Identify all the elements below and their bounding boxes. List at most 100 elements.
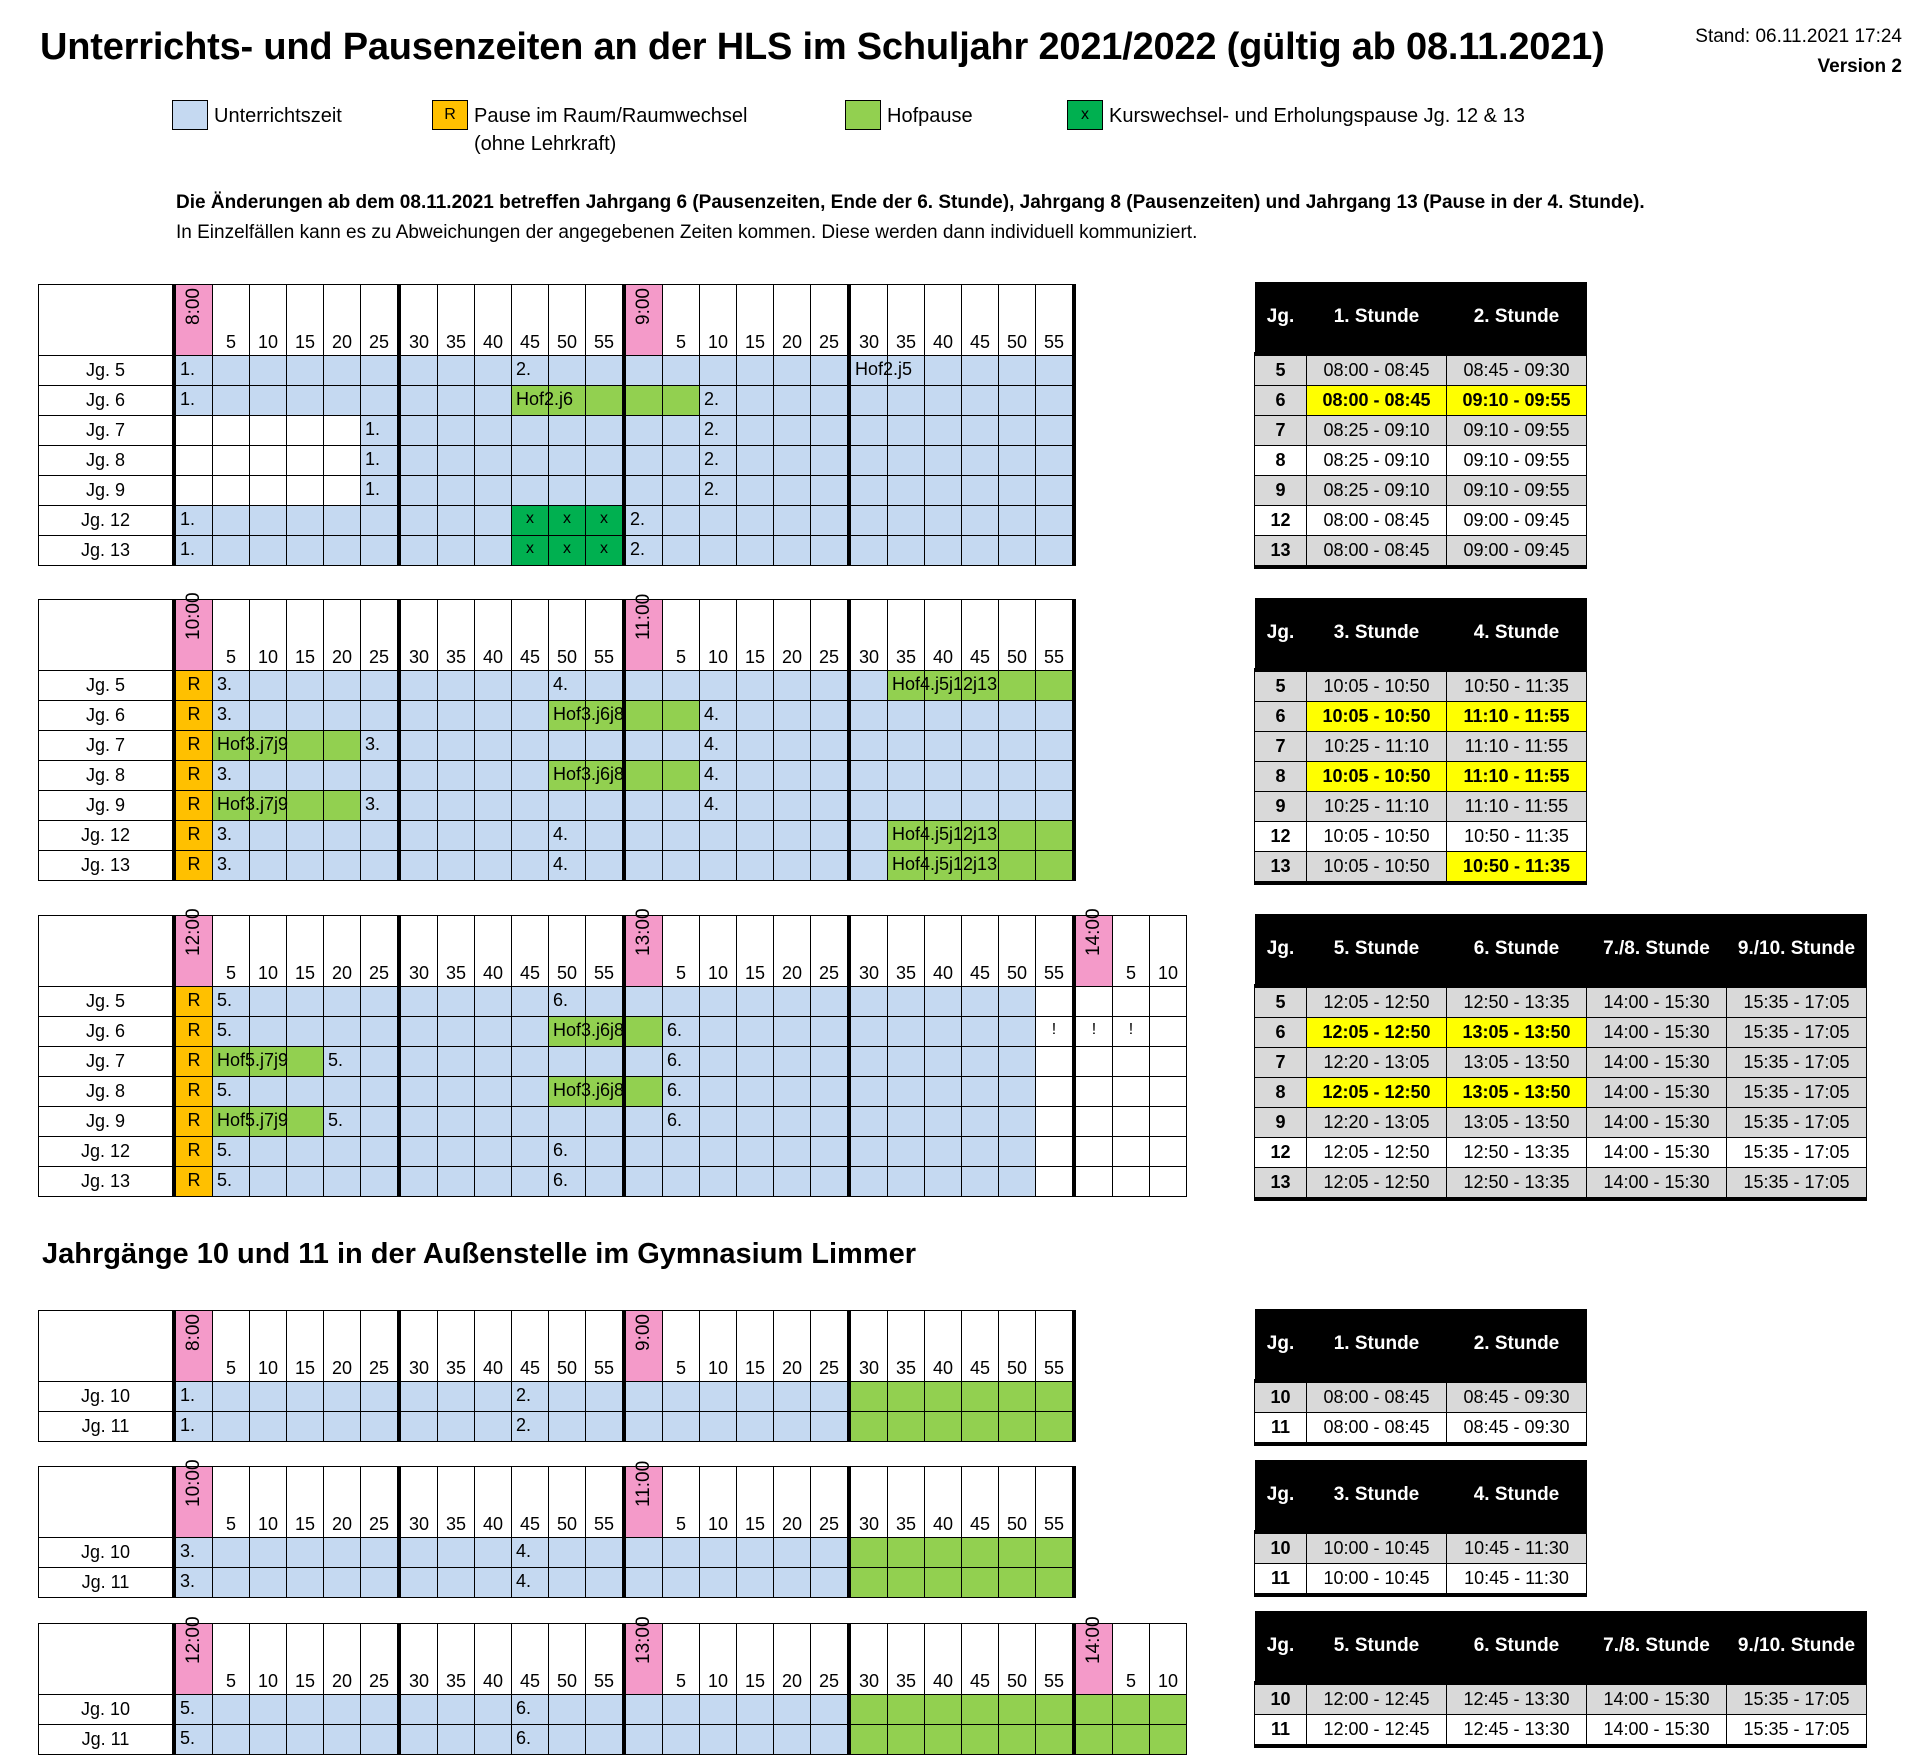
legend-label: Unterrichtszeit	[214, 105, 342, 127]
slot-mark: 1.	[180, 1385, 196, 1405]
time-slot	[437, 1136, 475, 1167]
time-slot	[474, 1567, 512, 1598]
lesson-time: 09:10 - 09:55	[1446, 415, 1587, 446]
lesson-time: 11:10 - 11:55	[1446, 761, 1587, 792]
time-table-row: 10 12:00 - 12:45 12:45 - 13:30 14:00 - 15:3…	[1254, 1681, 1867, 1715]
lesson-time: 14:00 - 15:30	[1586, 1047, 1727, 1078]
time-slot	[998, 475, 1036, 506]
minute-label: 15	[286, 284, 324, 356]
time-slot	[961, 850, 999, 881]
time-slot	[622, 1166, 663, 1197]
time-slot	[1072, 1166, 1113, 1197]
time-slot: 3.	[172, 1537, 213, 1568]
minute-label: 20	[773, 599, 811, 671]
time-slot	[323, 505, 361, 536]
time-slot	[323, 385, 361, 416]
schedule-grid: 10:00 5 10 15 20 25 30 35 40 45 50 55 11:00 5 10 15 20 25…	[38, 592, 1076, 881]
slot-mark: 1.	[180, 389, 196, 409]
slot-mark: 3.	[217, 854, 233, 874]
jahrgang-label: Jg. 11	[38, 1411, 175, 1442]
time-slot	[286, 700, 324, 731]
time-slot	[286, 730, 324, 761]
time-slot	[961, 1106, 999, 1137]
time-slot	[585, 475, 625, 506]
minute-label: 10	[249, 1466, 287, 1538]
time-slot	[474, 760, 512, 791]
grid-corner	[38, 1310, 175, 1382]
time-slot	[622, 1381, 663, 1412]
time-slot	[736, 1166, 774, 1197]
slot-mark: 1.	[180, 359, 196, 379]
time-slot	[474, 355, 512, 386]
time-slot	[847, 1046, 888, 1077]
time-slot	[961, 475, 999, 506]
time-slot: x	[585, 535, 625, 566]
time-slot	[1035, 445, 1076, 476]
time-slot: 2.	[511, 355, 549, 386]
grid-row: Jg. 11 3. 4.	[38, 1567, 1076, 1598]
time-slot	[847, 385, 888, 416]
time-slot	[212, 445, 250, 476]
lesson-time: 13:05 - 13:50	[1446, 1047, 1587, 1078]
minute-label: 55	[1035, 599, 1076, 671]
time-slot	[1112, 986, 1150, 1017]
grid-row: Jg. 8 1. 2.	[38, 445, 1076, 476]
time-slot	[662, 445, 700, 476]
slot-mark: 4.	[704, 704, 720, 724]
minute-label: 55	[1035, 915, 1075, 987]
time-slot	[511, 700, 549, 731]
time-slot: x	[548, 535, 586, 566]
time-slot	[397, 475, 438, 506]
time-slot	[249, 1694, 287, 1725]
time-slot	[847, 730, 888, 761]
minute-label: 35	[437, 1623, 475, 1695]
minute-label: 50	[998, 1310, 1036, 1382]
minute-label: 25	[810, 1310, 850, 1382]
lesson-time: 08:25 - 09:10	[1306, 415, 1447, 446]
jahrgang-number: 10	[1254, 1530, 1307, 1564]
grid-row: Jg. 12 R 5. 6.	[38, 1136, 1187, 1167]
time-slot	[1035, 670, 1076, 701]
time-slot	[360, 355, 400, 386]
time-slot	[249, 505, 287, 536]
time-slot	[887, 1537, 925, 1568]
minute-label: 45	[961, 1623, 999, 1695]
time-table-header: 5. Stunde	[1306, 1611, 1447, 1683]
time-slot	[437, 820, 475, 851]
time-slot	[474, 535, 512, 566]
time-slot	[548, 1046, 586, 1077]
time-slot	[622, 1411, 663, 1442]
time-slot	[998, 1724, 1036, 1755]
time-slot: Hof2.j5	[847, 355, 912, 386]
time-slot	[810, 1537, 850, 1568]
time-slot	[437, 1724, 475, 1755]
time-slot: !	[1072, 1016, 1113, 1047]
time-slot	[961, 1166, 999, 1197]
time-slot	[622, 820, 663, 851]
time-slot: 3.	[360, 730, 400, 761]
hour-label: 11:00	[622, 1461, 663, 1538]
time-slot	[773, 415, 811, 446]
time-slot	[998, 820, 1036, 851]
lesson-time: 09:00 - 09:45	[1446, 535, 1587, 569]
slot-mark: 1.	[180, 539, 196, 559]
lesson-time: 10:25 - 11:10	[1306, 731, 1447, 762]
time-slot	[924, 760, 962, 791]
time-slot	[998, 700, 1036, 731]
minute-label: 45	[511, 1623, 549, 1695]
time-slot	[323, 700, 361, 731]
time-table-row: 12 10:05 - 10:50 10:50 - 11:35	[1254, 821, 1587, 852]
hour-text: 9:00	[633, 1314, 654, 1351]
time-slot	[810, 355, 850, 386]
minute-label: 25	[810, 915, 850, 987]
time-slot	[998, 1537, 1036, 1568]
time-slot	[437, 475, 475, 506]
minute-label: 50	[998, 1466, 1036, 1538]
time-slot	[622, 415, 663, 446]
time-slot	[773, 1724, 811, 1755]
jahrgang-label: Jg. 11	[38, 1724, 175, 1755]
time-slot	[437, 1411, 475, 1442]
time-slot	[662, 1381, 700, 1412]
time-slot	[847, 1076, 888, 1107]
minute-label: 55	[585, 1466, 625, 1538]
